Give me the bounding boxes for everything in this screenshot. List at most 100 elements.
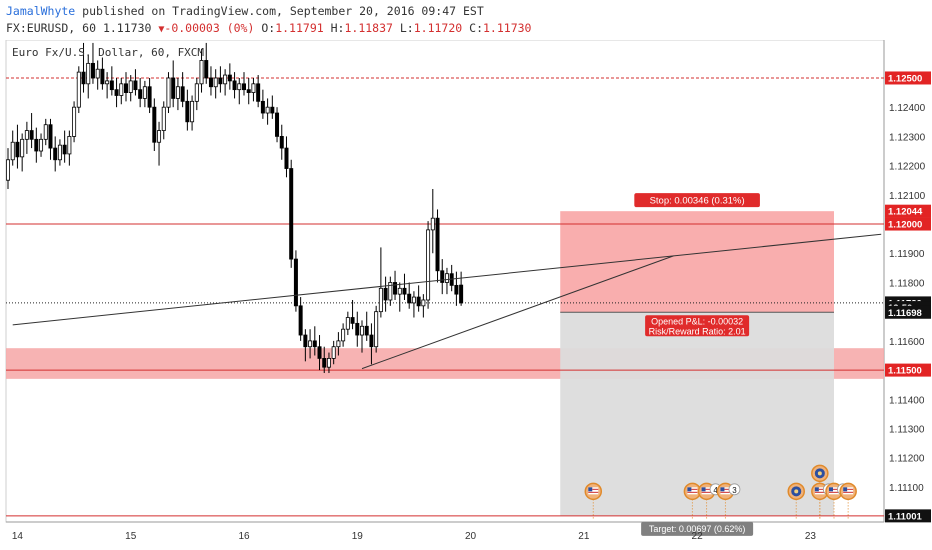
candle-body [383, 287, 388, 301]
candle-body [251, 83, 256, 93]
y-tick-label: 1.12400 [889, 103, 926, 114]
flag-canton [814, 487, 819, 492]
candle-body [435, 217, 440, 272]
globe-star [817, 471, 822, 476]
price-badge [885, 71, 931, 85]
flag-canton [701, 487, 706, 492]
x-tick-label: 14 [12, 531, 24, 542]
candle-body [430, 217, 435, 231]
candle-body [397, 287, 402, 295]
candle-body [128, 80, 133, 93]
candle-body [364, 325, 369, 336]
candle-body [114, 89, 119, 96]
pnl-badge[interactable] [645, 315, 750, 337]
price-badge-label: 1.12044 [888, 207, 923, 218]
candle-body [20, 138, 25, 158]
globe-star [794, 489, 799, 494]
candle-body [454, 284, 459, 295]
candle-body [86, 62, 91, 85]
price-chart[interactable]: Stop: 0.00346 (0.31%) Opened P&L: -0.0003… [0, 40, 932, 550]
candle-body [359, 325, 364, 336]
high-label: H: [330, 21, 345, 35]
candle-body [279, 136, 284, 149]
publish-line: JamalWhyte published on TradingView.com,… [6, 4, 484, 18]
candle-body [260, 100, 265, 114]
candle-body [308, 340, 313, 348]
candle-body [223, 74, 228, 85]
candle-body [6, 159, 11, 181]
candle-body [180, 86, 185, 102]
candle-body [218, 77, 223, 85]
flag-field [687, 487, 698, 495]
candle-body [90, 62, 95, 79]
candle-body [29, 130, 34, 140]
y-tick-label: 1.11200 [889, 454, 925, 465]
candle-body [350, 317, 355, 324]
stop-zone[interactable] [560, 211, 834, 313]
candle-body [190, 100, 195, 123]
candle-body [194, 83, 199, 102]
y-tick-label: 1.11400 [889, 395, 925, 406]
y-tick-label: 1.12200 [889, 162, 926, 173]
target-label-box[interactable] [641, 521, 754, 536]
target-zone[interactable] [560, 312, 834, 516]
y-tick-label: 1.11300 [889, 425, 925, 436]
candle-body [57, 144, 62, 161]
trendline-2[interactable] [361, 255, 674, 370]
y-tick-label: 1.11100 [889, 483, 924, 494]
candle-body [227, 74, 232, 82]
quote-line: FX:EURUSD, 60 1.11730 ▼-0.00003 (0%) O:1… [6, 21, 531, 35]
x-tick-label: 22 [692, 531, 704, 542]
price-badge [885, 305, 931, 319]
low-label: L: [399, 21, 414, 35]
candle-body [246, 89, 251, 93]
candle-body [241, 83, 246, 91]
candle-body [374, 311, 379, 348]
publish-text: published on TradingView.com, September … [75, 4, 484, 18]
candle-body [105, 80, 110, 85]
event-count: 4 [713, 486, 718, 495]
candle-body [213, 77, 218, 88]
y-tick-label: 1.12100 [889, 191, 926, 202]
x-tick-label: 21 [578, 531, 590, 542]
price-badge-label: 1.11698 [888, 308, 922, 319]
pnl-label: Opened P&L: -0.00032 [651, 316, 743, 326]
flag-canton [829, 487, 833, 492]
candle-body [284, 147, 289, 169]
flag-field [829, 487, 839, 495]
event-count-badge [728, 483, 741, 496]
candle-body [322, 358, 327, 368]
stop-label-box[interactable] [634, 193, 760, 208]
candle-body [185, 100, 190, 123]
author-link[interactable]: JamalWhyte [6, 4, 76, 18]
candle-body [331, 346, 336, 359]
close-label: C: [469, 21, 483, 35]
flag-field [814, 487, 825, 495]
candle-body [24, 130, 29, 140]
candle-body [62, 144, 67, 155]
candle-body [152, 106, 157, 143]
candle-body [289, 168, 294, 260]
candle-body [34, 138, 39, 152]
candle-body [15, 141, 20, 158]
candle-body [157, 130, 162, 143]
candle-body [237, 83, 242, 91]
candle-body [95, 68, 100, 79]
candle-body [100, 68, 105, 85]
candle-body [407, 293, 412, 304]
trendline-1[interactable] [12, 233, 882, 326]
stop-label: Stop: 0.00346 (0.31%) [650, 196, 745, 207]
candle-body [402, 287, 407, 295]
candle-body [336, 340, 341, 348]
candle-body [232, 80, 237, 91]
candle-body [256, 83, 261, 102]
candle-body [421, 299, 426, 307]
flag-field [588, 487, 599, 495]
open-label: O: [261, 21, 276, 35]
symbol-label[interactable]: FX:EURUSD, 60 [6, 21, 97, 35]
candle-body [416, 296, 421, 307]
flag-canton [720, 487, 725, 492]
candle-body [166, 77, 171, 108]
candle-body [48, 124, 53, 149]
candle-body [124, 83, 129, 93]
